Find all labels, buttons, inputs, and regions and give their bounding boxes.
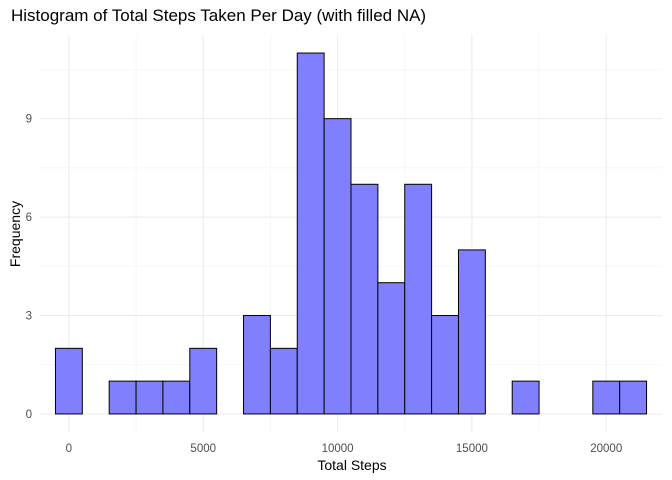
histogram-bar bbox=[189, 347, 218, 415]
histogram-bar bbox=[511, 380, 540, 415]
x-tick-label: 5000 bbox=[190, 443, 216, 455]
x-tick-labels: 0 5000 10000 15000 20000 bbox=[66, 443, 623, 455]
histogram-bar bbox=[619, 380, 648, 415]
histogram-bar bbox=[296, 52, 325, 415]
y-tick-label: 9 bbox=[26, 114, 32, 126]
histogram-bar bbox=[108, 380, 137, 415]
x-tick-label: 0 bbox=[66, 443, 72, 455]
histogram-bar bbox=[269, 347, 298, 415]
x-axis-title: Total Steps bbox=[317, 457, 386, 473]
histogram-bar bbox=[54, 347, 83, 415]
histogram-bar bbox=[457, 249, 486, 415]
histogram-bar bbox=[323, 118, 352, 415]
x-tick-label: 10000 bbox=[322, 443, 354, 455]
y-tick-labels: 0 3 6 9 bbox=[26, 114, 32, 421]
x-tick-label: 15000 bbox=[456, 443, 488, 455]
histogram-bar bbox=[162, 380, 191, 415]
y-tick-label: 6 bbox=[26, 212, 32, 224]
y-axis-title: Frequency bbox=[7, 201, 23, 267]
bars-layer bbox=[54, 52, 648, 415]
y-tick-label: 3 bbox=[26, 311, 32, 323]
y-tick-label: 0 bbox=[26, 409, 32, 421]
histogram-bar bbox=[243, 315, 271, 415]
chart-title: Histogram of Total Steps Taken Per Day (… bbox=[11, 6, 426, 25]
x-tick-label: 20000 bbox=[590, 443, 622, 455]
histogram-bar bbox=[431, 315, 459, 415]
histogram-bar bbox=[592, 380, 621, 415]
histogram-bar bbox=[377, 282, 406, 415]
histogram-bar bbox=[350, 183, 379, 415]
histogram-bar bbox=[135, 380, 164, 415]
histogram-bar bbox=[404, 183, 433, 415]
